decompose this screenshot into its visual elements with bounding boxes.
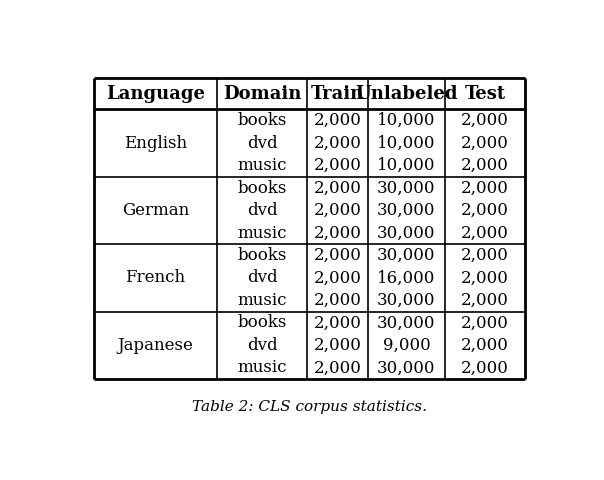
Text: 9,000: 9,000	[382, 337, 430, 354]
Text: 2,000: 2,000	[461, 269, 509, 287]
Text: music: music	[237, 157, 287, 174]
Text: 30,000: 30,000	[377, 202, 435, 219]
Text: dvd: dvd	[247, 269, 277, 287]
Text: music: music	[237, 360, 287, 376]
Text: 30,000: 30,000	[377, 180, 435, 196]
Text: books: books	[237, 247, 287, 264]
Text: German: German	[122, 202, 189, 219]
Text: 30,000: 30,000	[377, 247, 435, 264]
Text: Table 2: CLS corpus statistics.: Table 2: CLS corpus statistics.	[192, 400, 427, 414]
Text: music: music	[237, 292, 287, 309]
Text: 2,000: 2,000	[461, 225, 509, 241]
Text: 2,000: 2,000	[313, 202, 361, 219]
Text: 16,000: 16,000	[378, 269, 435, 287]
Text: 30,000: 30,000	[377, 314, 435, 332]
Text: 2,000: 2,000	[313, 314, 361, 332]
Text: 2,000: 2,000	[461, 202, 509, 219]
Text: 2,000: 2,000	[313, 360, 361, 376]
Text: 2,000: 2,000	[313, 134, 361, 152]
Text: 2,000: 2,000	[461, 247, 509, 264]
Text: 2,000: 2,000	[461, 360, 509, 376]
Text: 30,000: 30,000	[377, 292, 435, 309]
Text: 10,000: 10,000	[377, 157, 435, 174]
Text: Unlabeled: Unlabeled	[355, 84, 458, 103]
Text: Language: Language	[106, 84, 205, 103]
Text: English: English	[124, 134, 187, 152]
Text: 2,000: 2,000	[313, 225, 361, 241]
Text: 2,000: 2,000	[461, 337, 509, 354]
Text: dvd: dvd	[247, 337, 277, 354]
Text: 2,000: 2,000	[461, 180, 509, 196]
Text: music: music	[237, 225, 287, 241]
Text: Japanese: Japanese	[118, 337, 193, 354]
Text: Train: Train	[311, 84, 364, 103]
Text: dvd: dvd	[247, 202, 277, 219]
Text: 2,000: 2,000	[313, 269, 361, 287]
Text: 2,000: 2,000	[313, 247, 361, 264]
Text: 2,000: 2,000	[313, 292, 361, 309]
Text: 10,000: 10,000	[377, 112, 435, 129]
Text: 2,000: 2,000	[461, 157, 509, 174]
Text: books: books	[237, 180, 287, 196]
Text: 30,000: 30,000	[377, 360, 435, 376]
Text: 2,000: 2,000	[313, 112, 361, 129]
Text: 10,000: 10,000	[377, 134, 435, 152]
Text: books: books	[237, 314, 287, 332]
Text: Test: Test	[464, 84, 506, 103]
Text: 2,000: 2,000	[461, 112, 509, 129]
Text: 2,000: 2,000	[461, 314, 509, 332]
Text: 30,000: 30,000	[377, 225, 435, 241]
Text: 2,000: 2,000	[313, 157, 361, 174]
Text: Domain: Domain	[223, 84, 301, 103]
Text: 2,000: 2,000	[461, 292, 509, 309]
Text: books: books	[237, 112, 287, 129]
Text: French: French	[126, 269, 185, 287]
Text: 2,000: 2,000	[461, 134, 509, 152]
Text: 2,000: 2,000	[313, 337, 361, 354]
Text: 2,000: 2,000	[313, 180, 361, 196]
Text: dvd: dvd	[247, 134, 277, 152]
